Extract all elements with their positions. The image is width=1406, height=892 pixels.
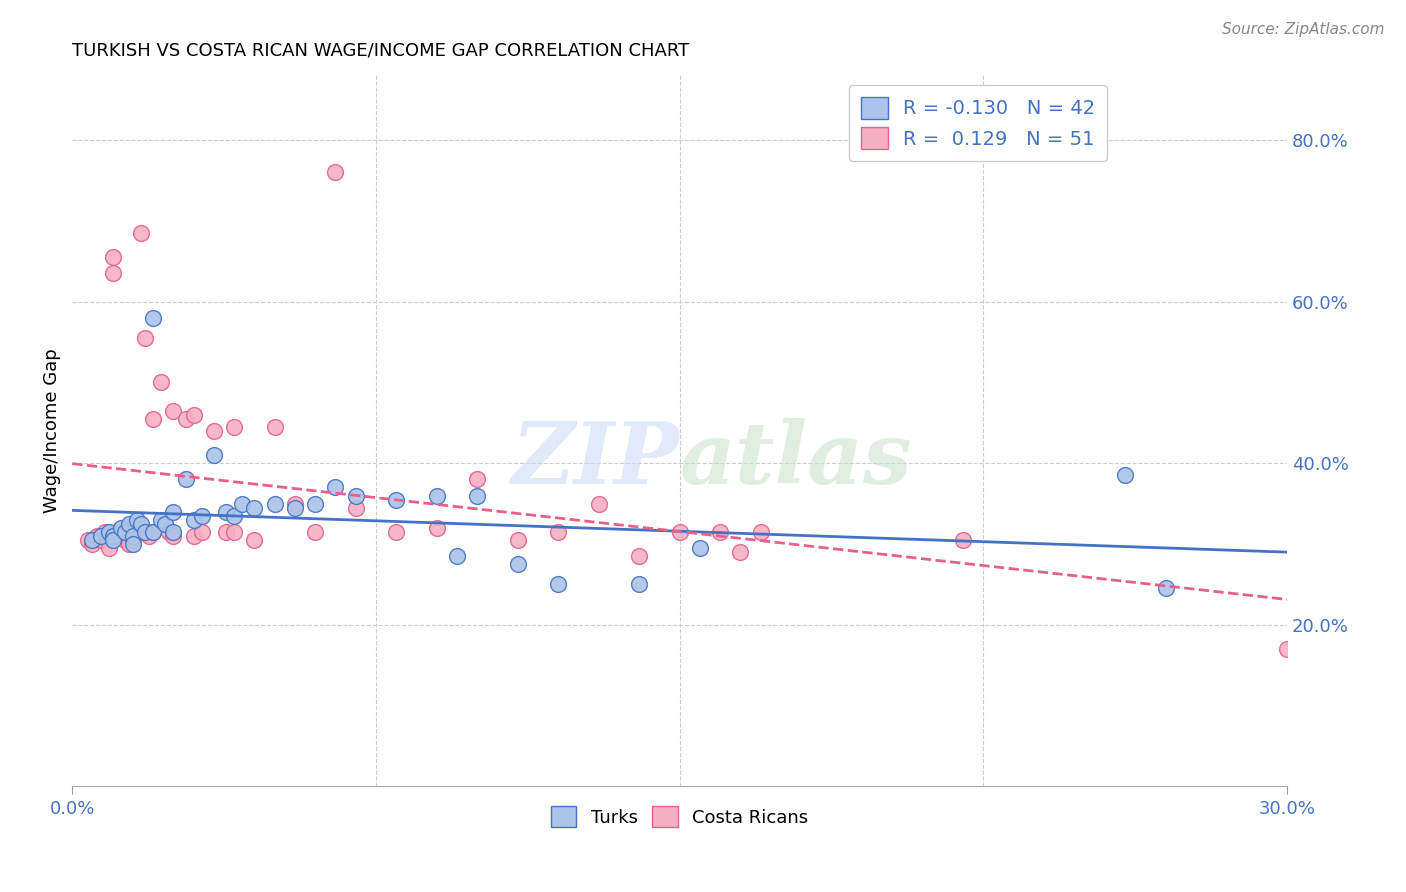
Point bbox=[162, 529, 184, 543]
Point bbox=[284, 500, 307, 515]
Point bbox=[344, 488, 367, 502]
Point bbox=[1114, 468, 1136, 483]
Point bbox=[952, 533, 974, 547]
Point bbox=[730, 545, 752, 559]
Point bbox=[1275, 642, 1298, 657]
Point bbox=[385, 492, 408, 507]
Point bbox=[183, 408, 205, 422]
Point bbox=[162, 505, 184, 519]
Legend: Turks, Costa Ricans: Turks, Costa Ricans bbox=[544, 799, 815, 834]
Point bbox=[304, 497, 326, 511]
Point bbox=[325, 165, 347, 179]
Text: TURKISH VS COSTA RICAN WAGE/INCOME GAP CORRELATION CHART: TURKISH VS COSTA RICAN WAGE/INCOME GAP C… bbox=[72, 42, 689, 60]
Point bbox=[101, 250, 124, 264]
Point bbox=[202, 424, 225, 438]
Point bbox=[105, 524, 128, 539]
Point bbox=[506, 533, 529, 547]
Point bbox=[142, 310, 165, 325]
Point bbox=[183, 529, 205, 543]
Point bbox=[93, 524, 115, 539]
Point bbox=[231, 497, 253, 511]
Point bbox=[150, 376, 173, 390]
Point bbox=[86, 529, 108, 543]
Point bbox=[1154, 582, 1177, 596]
Point bbox=[110, 529, 132, 543]
Point bbox=[547, 524, 569, 539]
Point bbox=[157, 524, 180, 539]
Point bbox=[122, 529, 145, 543]
Point bbox=[709, 524, 731, 539]
Point bbox=[243, 500, 266, 515]
Point bbox=[465, 488, 488, 502]
Point bbox=[344, 500, 367, 515]
Point bbox=[224, 419, 246, 434]
Point bbox=[162, 524, 184, 539]
Point bbox=[122, 533, 145, 547]
Point bbox=[547, 577, 569, 591]
Point bbox=[118, 537, 141, 551]
Point bbox=[749, 524, 772, 539]
Point bbox=[191, 524, 214, 539]
Point bbox=[138, 529, 160, 543]
Point bbox=[77, 533, 100, 547]
Point bbox=[628, 577, 651, 591]
Point bbox=[304, 524, 326, 539]
Point bbox=[101, 529, 124, 543]
Point bbox=[129, 516, 152, 531]
Point bbox=[426, 488, 449, 502]
Point bbox=[122, 537, 145, 551]
Point bbox=[97, 524, 120, 539]
Point bbox=[243, 533, 266, 547]
Point bbox=[125, 524, 148, 539]
Point bbox=[465, 472, 488, 486]
Point bbox=[101, 266, 124, 280]
Point bbox=[174, 472, 197, 486]
Point bbox=[110, 521, 132, 535]
Point bbox=[284, 497, 307, 511]
Point bbox=[668, 524, 690, 539]
Y-axis label: Wage/Income Gap: Wage/Income Gap bbox=[44, 349, 60, 513]
Point bbox=[155, 516, 177, 531]
Point bbox=[125, 513, 148, 527]
Point bbox=[224, 508, 246, 523]
Point bbox=[588, 497, 610, 511]
Point bbox=[134, 524, 156, 539]
Point bbox=[114, 533, 136, 547]
Point bbox=[202, 448, 225, 462]
Point bbox=[224, 524, 246, 539]
Point bbox=[446, 549, 468, 563]
Point bbox=[82, 533, 104, 547]
Point bbox=[385, 524, 408, 539]
Point bbox=[215, 505, 238, 519]
Point bbox=[174, 411, 197, 425]
Point bbox=[263, 497, 285, 511]
Point bbox=[150, 513, 173, 527]
Point bbox=[142, 524, 165, 539]
Point bbox=[689, 541, 711, 555]
Text: ZIP: ZIP bbox=[512, 417, 679, 501]
Text: atlas: atlas bbox=[679, 417, 912, 501]
Point bbox=[191, 508, 214, 523]
Point bbox=[183, 513, 205, 527]
Point bbox=[118, 516, 141, 531]
Point bbox=[506, 558, 529, 572]
Point bbox=[97, 541, 120, 555]
Point bbox=[134, 331, 156, 345]
Point bbox=[122, 529, 145, 543]
Point bbox=[82, 537, 104, 551]
Point bbox=[263, 419, 285, 434]
Point bbox=[114, 524, 136, 539]
Point bbox=[325, 480, 347, 494]
Point bbox=[90, 533, 112, 547]
Point bbox=[142, 411, 165, 425]
Point bbox=[90, 529, 112, 543]
Text: Source: ZipAtlas.com: Source: ZipAtlas.com bbox=[1222, 22, 1385, 37]
Point bbox=[628, 549, 651, 563]
Point bbox=[129, 226, 152, 240]
Point bbox=[142, 524, 165, 539]
Point bbox=[215, 524, 238, 539]
Point bbox=[162, 403, 184, 417]
Point bbox=[101, 533, 124, 547]
Point bbox=[426, 521, 449, 535]
